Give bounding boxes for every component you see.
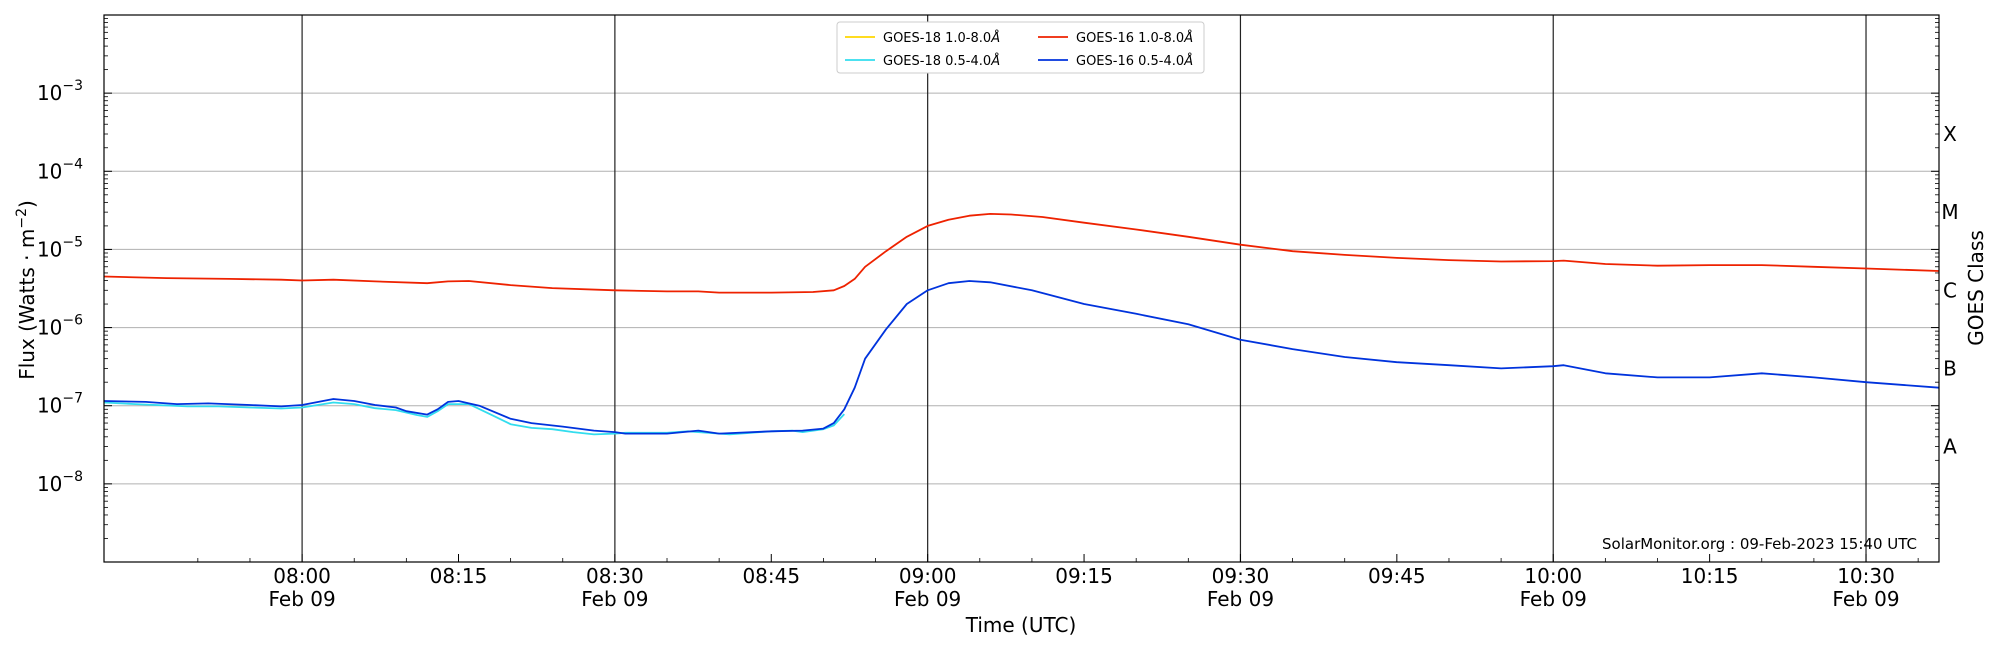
x-tick-date-label: Feb 09: [1832, 587, 1899, 611]
legend-entry: GOES-18 1.0-8.0Å: [883, 30, 1000, 46]
credit-text: SolarMonitor.org : 09-Feb-2023 15:40 UTC: [1602, 535, 1917, 553]
x-axis-title: Time (UTC): [965, 613, 1077, 637]
x-tick-label: 09:15: [1055, 564, 1113, 588]
plot-frame: [103, 14, 1940, 563]
grid-lines: [104, 92, 1939, 485]
x-tick-label: 08:00: [273, 564, 331, 588]
x-tick-label: 10:00: [1524, 564, 1582, 588]
legend-entry: GOES-16 1.0-8.0Å: [1076, 30, 1193, 46]
y-tick-label: 10−6: [37, 313, 83, 340]
goes-class-label: X: [1943, 122, 1957, 146]
x-tick-label: 08:30: [586, 564, 644, 588]
goes-class-label: C: [1943, 278, 1957, 302]
x-tick-date-label: Feb 09: [1207, 587, 1274, 611]
x-tick-date-label: Feb 09: [581, 587, 648, 611]
y-tick-label: 10−5: [37, 234, 83, 261]
data-series: [103, 213, 1940, 436]
x-tick-label: 09:45: [1368, 564, 1426, 588]
goes-class-label: B: [1943, 356, 1957, 380]
x-tick-label: 09:30: [1212, 564, 1270, 588]
y-axis-title: Flux (Watts · m−2): [14, 200, 39, 380]
time-marker-lines: [301, 15, 1867, 562]
goes-class-labels: X M C B A: [1941, 122, 1958, 459]
x-tick-date-label: Feb 09: [268, 587, 335, 611]
legend: GOES-18 1.0-8.0Å GOES-18 0.5-4.0Å GOES-16 …: [836, 21, 1205, 74]
goes-class-axis-title: GOES Class: [1964, 230, 1988, 346]
x-tick-label: 08:45: [742, 564, 800, 588]
x-tick-label: 10:15: [1681, 564, 1739, 588]
x-tick-date-label: Feb 09: [894, 587, 961, 611]
y-tick-label: 10−8: [37, 469, 83, 496]
x-tick-date-label: Feb 09: [1520, 587, 1587, 611]
y-axis-ticks: 10−3 10−4 10−5 10−6 10−7 10−8: [37, 18, 1939, 539]
y-tick-label: 10−3: [37, 78, 83, 105]
series-line: [103, 280, 1940, 435]
legend-box: [836, 21, 1205, 74]
y-tick-label: 10−7: [37, 391, 83, 418]
x-tick-label: 09:00: [899, 564, 957, 588]
x-tick-label: 10:30: [1837, 564, 1895, 588]
goes-class-label: M: [1941, 200, 1958, 224]
legend-entry: GOES-16 0.5-4.0Å: [1076, 53, 1193, 69]
x-tick-label: 08:15: [430, 564, 488, 588]
series-line: [103, 213, 1940, 294]
goes-class-label: A: [1943, 435, 1957, 459]
legend-entry: GOES-18 0.5-4.0Å: [883, 53, 1000, 69]
y-tick-label: 10−4: [37, 156, 83, 183]
